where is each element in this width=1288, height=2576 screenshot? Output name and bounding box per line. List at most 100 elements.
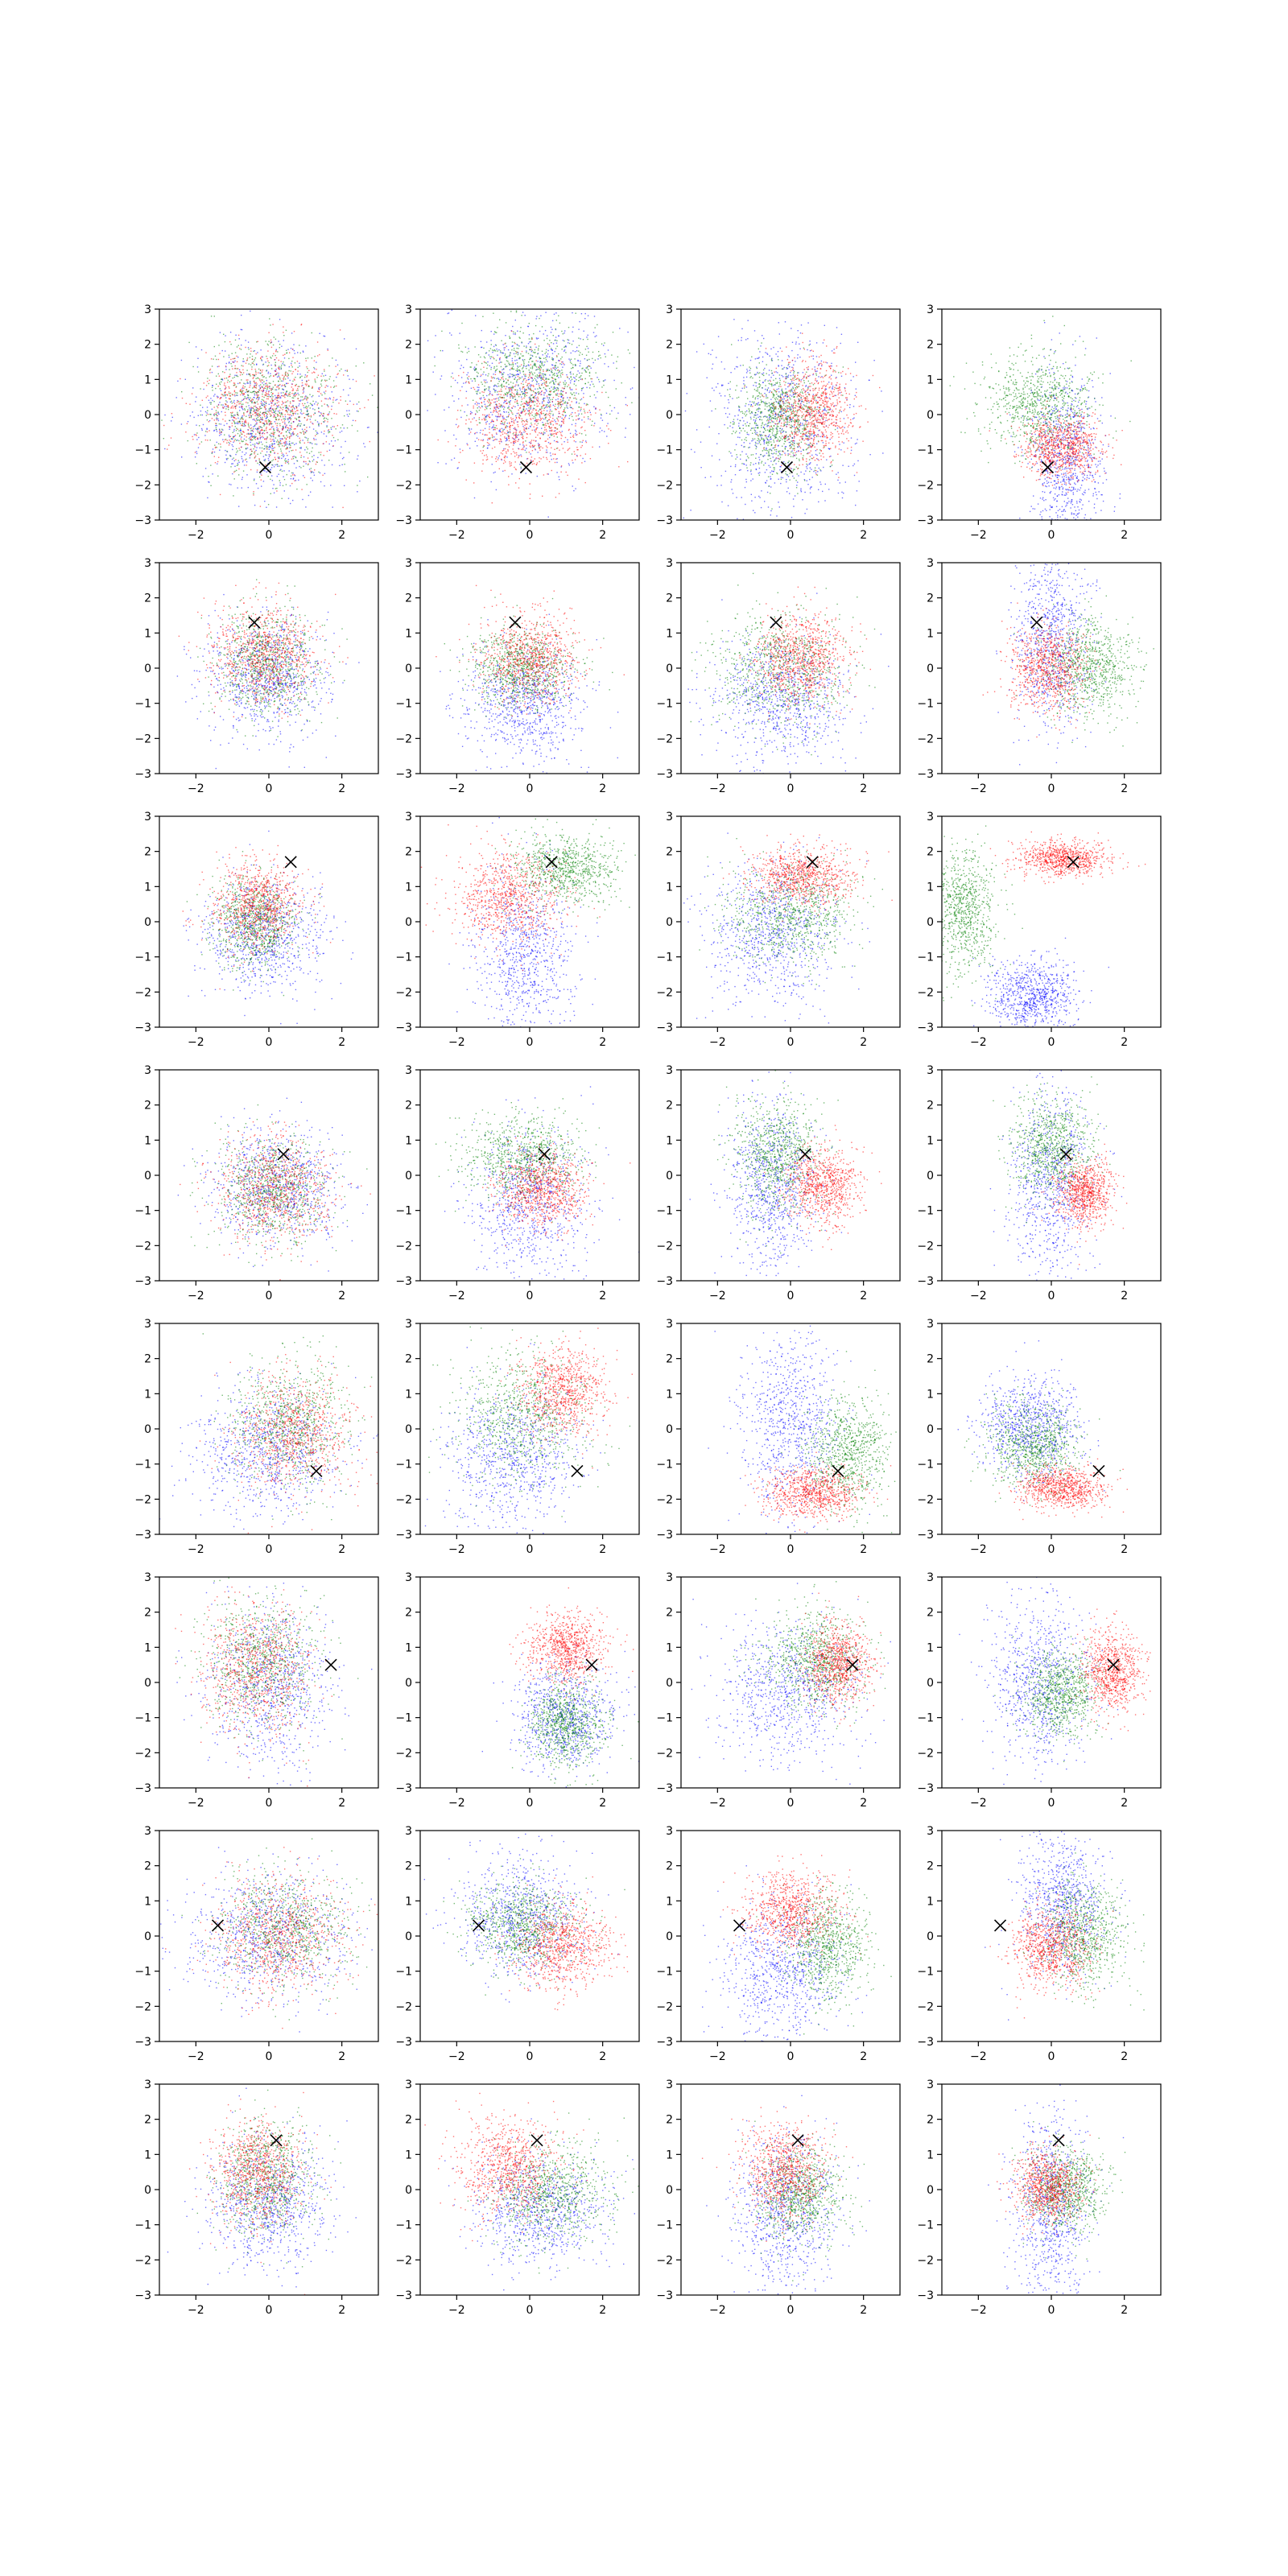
data-point — [257, 391, 258, 392]
data-point — [305, 407, 306, 408]
data-point — [512, 437, 513, 438]
data-point — [255, 428, 256, 429]
data-point — [171, 413, 172, 414]
data-point — [248, 487, 249, 488]
data-point — [488, 443, 489, 444]
data-point — [262, 390, 263, 391]
data-point — [498, 414, 499, 415]
data-point — [539, 358, 540, 359]
data-point — [575, 364, 576, 365]
data-point — [556, 418, 557, 419]
data-point — [485, 419, 486, 420]
data-point — [329, 378, 330, 379]
data-point — [508, 384, 509, 385]
data-point — [514, 356, 515, 357]
data-point — [328, 365, 329, 366]
data-point — [495, 439, 496, 440]
data-point — [565, 401, 566, 402]
data-point — [544, 382, 545, 383]
data-point — [611, 354, 612, 355]
data-point — [552, 401, 553, 402]
data-point — [254, 445, 255, 446]
data-point — [286, 441, 287, 442]
data-point — [296, 407, 297, 408]
data-point — [613, 362, 614, 363]
data-point — [230, 344, 231, 345]
data-point — [271, 467, 272, 468]
data-point — [493, 346, 494, 347]
data-point — [216, 412, 217, 413]
data-point — [535, 428, 536, 429]
data-point — [281, 451, 282, 452]
data-point — [498, 379, 499, 380]
data-point — [595, 360, 596, 361]
data-point — [549, 374, 550, 375]
data-point — [823, 342, 824, 343]
data-point — [574, 395, 575, 396]
data-point — [168, 444, 169, 445]
data-point — [556, 462, 557, 463]
data-point — [302, 380, 303, 381]
data-point — [259, 435, 260, 436]
data-point — [517, 403, 518, 404]
data-point — [445, 463, 446, 464]
data-point — [254, 412, 255, 413]
data-point — [241, 401, 242, 402]
data-point — [289, 406, 290, 407]
data-point — [215, 356, 216, 357]
data-point — [279, 347, 280, 348]
data-point — [509, 376, 510, 377]
data-point — [603, 385, 604, 386]
data-point — [490, 412, 491, 413]
data-point — [291, 415, 292, 416]
data-point — [554, 449, 555, 450]
data-point — [606, 413, 607, 414]
data-point — [459, 348, 460, 349]
data-point — [203, 476, 204, 477]
data-point — [586, 387, 587, 388]
data-point — [503, 463, 504, 464]
data-point — [807, 386, 808, 387]
data-point — [556, 394, 557, 395]
data-point — [216, 414, 217, 415]
data-point — [297, 370, 298, 371]
data-point — [224, 392, 225, 393]
data-point — [557, 401, 558, 402]
data-point — [489, 417, 490, 418]
data-point — [217, 476, 218, 477]
data-point — [306, 406, 307, 407]
y-tick-label: 1 — [405, 374, 412, 386]
data-point — [235, 335, 236, 336]
data-point — [557, 384, 558, 385]
data-point — [509, 402, 510, 403]
data-point — [260, 473, 261, 474]
data-point — [261, 430, 262, 431]
data-point — [295, 480, 296, 481]
data-point — [234, 466, 235, 467]
data-point — [440, 378, 441, 379]
data-point — [491, 421, 492, 422]
data-point — [501, 459, 502, 460]
data-point — [495, 371, 496, 372]
data-point — [355, 420, 356, 421]
data-point — [482, 316, 483, 317]
data-point — [259, 378, 260, 379]
data-point — [490, 348, 491, 349]
data-point — [278, 393, 279, 394]
data-point — [324, 393, 325, 394]
data-point — [524, 402, 525, 403]
data-point — [625, 404, 626, 405]
data-point — [255, 460, 256, 461]
data-point — [237, 418, 238, 419]
data-point — [273, 375, 274, 376]
data-point — [514, 429, 515, 430]
data-point — [468, 348, 469, 349]
data-point — [601, 392, 602, 393]
data-point — [265, 412, 266, 413]
data-point — [300, 423, 301, 424]
data-point — [558, 388, 559, 389]
data-point — [471, 428, 472, 429]
data-point — [258, 391, 259, 392]
data-point — [555, 427, 556, 428]
data-point — [225, 408, 226, 409]
